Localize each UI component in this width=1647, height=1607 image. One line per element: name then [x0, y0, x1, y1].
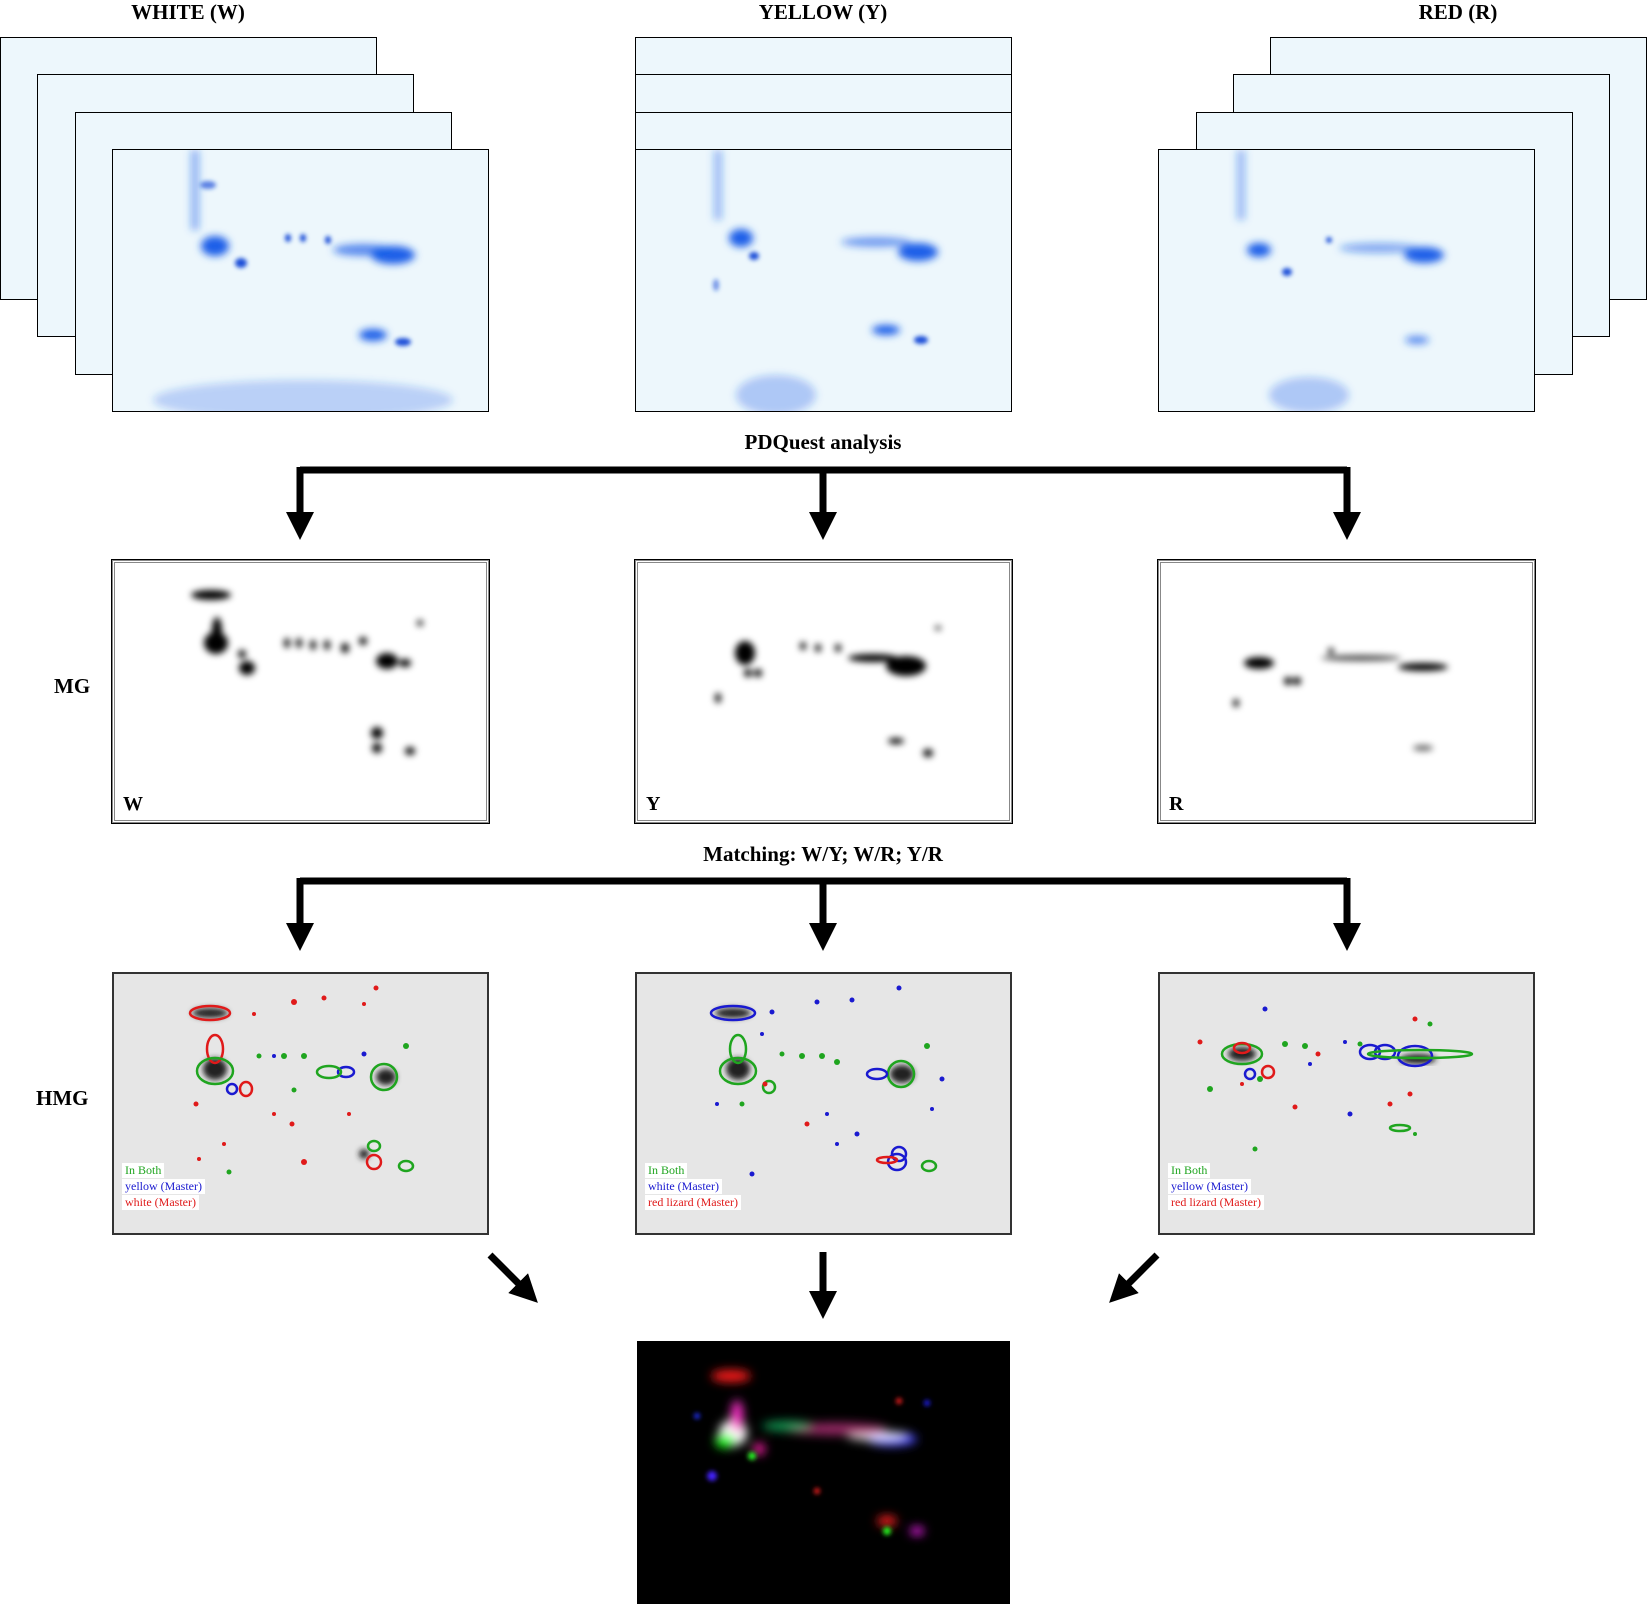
column-title-red: RED (R): [1418, 0, 1498, 24]
step-label-matching: Matching: W/Y; W/R; Y/R: [703, 842, 943, 866]
legend-in-both: In Both: [1168, 1163, 1211, 1178]
mg-corner-letter: W: [123, 793, 143, 815]
arrow-diagonal-icon: [1109, 1252, 1160, 1303]
column-title-yellow: YELLOW (Y): [758, 0, 888, 24]
hmg-legend: In Both yellow (Master) white (Master): [122, 1163, 205, 1211]
mg-panel-red: R: [1157, 559, 1536, 824]
legend-master-2: white (Master): [122, 1195, 199, 1210]
legend-master-2: red lizard (Master): [1168, 1195, 1264, 1210]
hmg-panel-white-yellow: In Both yellow (Master) white (Master): [112, 972, 489, 1235]
composite-overlay-image: [637, 1341, 1010, 1604]
gel-image-front-yellow: [635, 149, 1012, 412]
legend-master-1: yellow (Master): [1168, 1179, 1251, 1194]
legend-master-1: yellow (Master): [122, 1179, 205, 1194]
arrow-diagonal-icon: [487, 1252, 538, 1303]
mg-panel-white: W: [111, 559, 490, 824]
step-label-pdquest: PDQuest analysis: [744, 430, 902, 454]
hmg-panel-white-red: In Both yellow (Master) red lizard (Mast…: [1158, 972, 1535, 1235]
legend-in-both: In Both: [645, 1163, 688, 1178]
legend-master-1: white (Master): [645, 1179, 722, 1194]
hmg-panel-yellow-red: In Both white (Master) red lizard (Maste…: [635, 972, 1012, 1235]
gel-image-front-red: [1158, 149, 1535, 412]
gel-image-front-white: [112, 149, 489, 412]
mg-corner-letter: R: [1169, 793, 1184, 815]
legend-master-2: red lizard (Master): [645, 1195, 741, 1210]
row-label-hmg: HMG: [36, 1086, 89, 1110]
hmg-legend: In Both yellow (Master) red lizard (Mast…: [1168, 1163, 1264, 1211]
mg-panel-yellow: Y: [634, 559, 1013, 824]
mg-corner-letter: Y: [646, 793, 661, 815]
row-label-mg: MG: [54, 674, 91, 698]
column-title-white: WHITE (W): [131, 0, 245, 24]
legend-in-both: In Both: [122, 1163, 165, 1178]
hmg-legend: In Both white (Master) red lizard (Maste…: [645, 1163, 741, 1211]
